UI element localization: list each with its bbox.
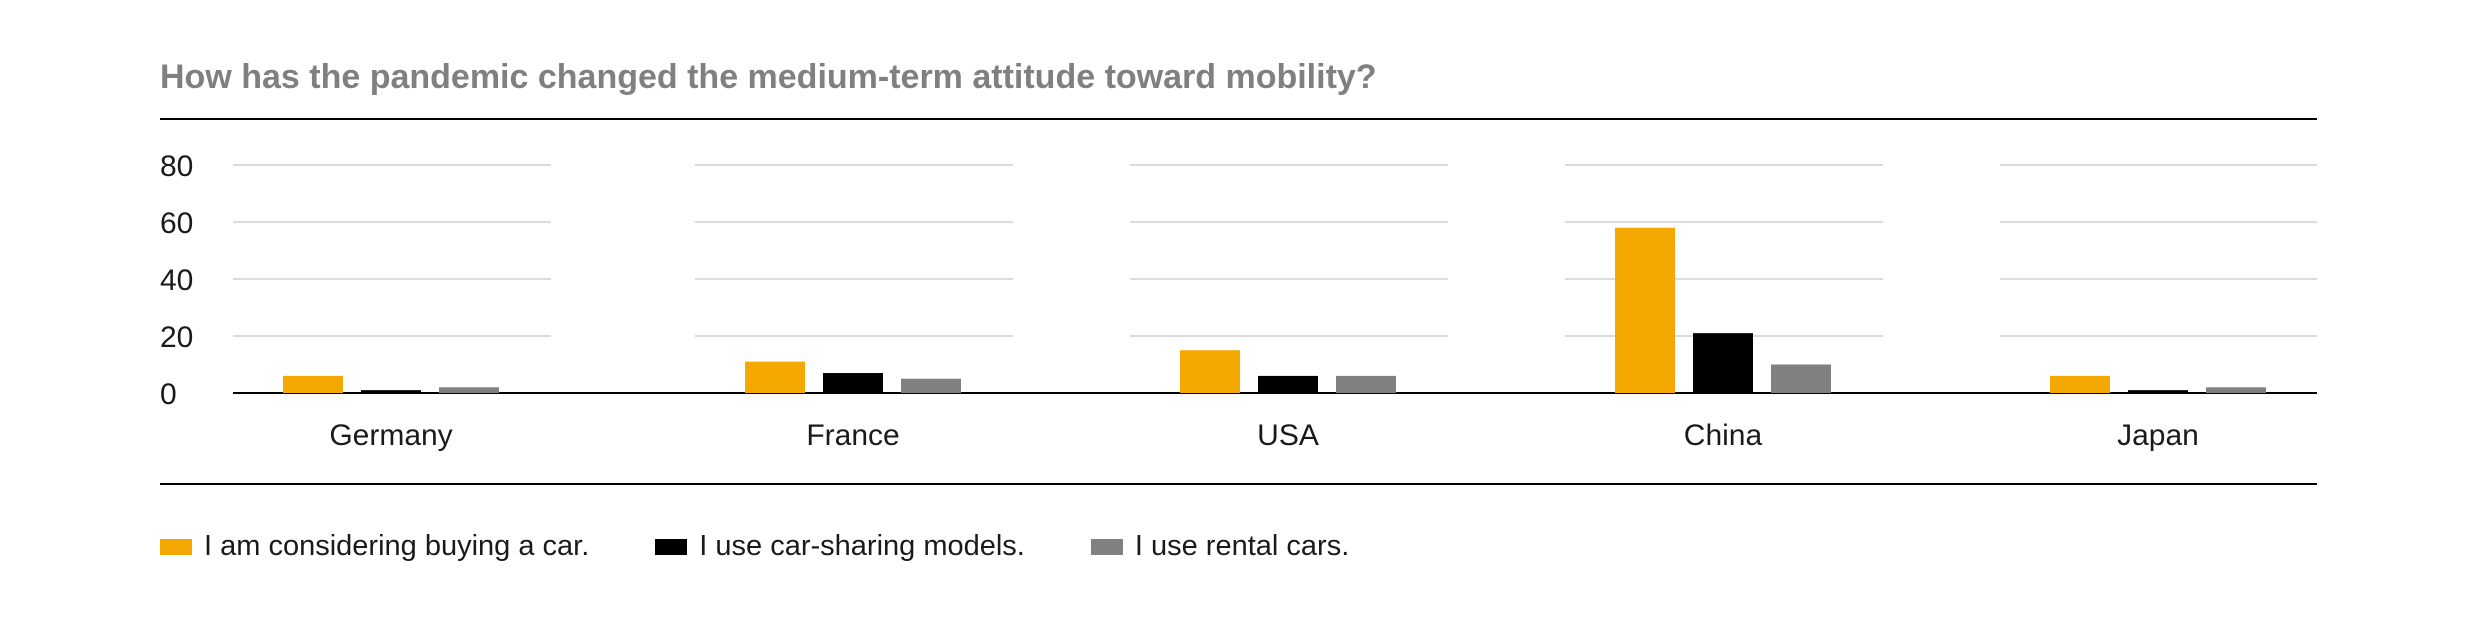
y-tick-label: 20 bbox=[160, 321, 193, 354]
y-tick-label: 80 bbox=[160, 150, 193, 183]
legend-label-buy-car: I am considering buying a car. bbox=[204, 530, 590, 562]
x-tick-label: Germany bbox=[329, 419, 452, 452]
x-tick-label: France bbox=[806, 419, 899, 452]
y-tick-label: 60 bbox=[160, 207, 193, 240]
bar-usa-series-3 bbox=[1336, 375, 1396, 393]
y-axis-ticks: 0 20 40 60 80 bbox=[160, 150, 193, 411]
legend-label-car-sharing: I use car-sharing models. bbox=[699, 530, 1025, 562]
grid-lines bbox=[233, 164, 2317, 394]
legend-swatch-buy-car bbox=[160, 538, 192, 555]
y-tick-label: 0 bbox=[160, 378, 177, 411]
x-tick-label: USA bbox=[1257, 419, 1319, 452]
bar-china-series-2 bbox=[1693, 333, 1753, 393]
bar-china-series-1 bbox=[1615, 227, 1675, 393]
bar-germany-series-1 bbox=[283, 375, 343, 393]
bar-germany-series-2 bbox=[361, 390, 421, 393]
bar-germany-series-3 bbox=[439, 387, 499, 393]
x-tick-label: China bbox=[1684, 419, 1763, 452]
legend-swatch-rental-cars bbox=[1090, 538, 1123, 555]
legend-item-car-sharing: I use car-sharing models. bbox=[655, 530, 1025, 563]
bar-japan-series-1 bbox=[2050, 375, 2110, 393]
y-tick-label: 40 bbox=[160, 264, 193, 297]
legend-item-rental-cars: I use rental cars. bbox=[1090, 530, 1350, 563]
x-tick-label: Japan bbox=[2117, 419, 2199, 452]
bar-japan-series-2 bbox=[2128, 390, 2188, 393]
legend-swatch-car-sharing bbox=[655, 538, 688, 555]
bar-usa-series-1 bbox=[1180, 350, 1240, 393]
bar-usa-series-2 bbox=[1258, 375, 1318, 393]
bar-france-series-2 bbox=[823, 373, 883, 393]
bars bbox=[283, 227, 2266, 393]
chart-title: How has the pandemic changed the medium-… bbox=[160, 58, 1377, 96]
bar-china-series-3 bbox=[1771, 364, 1831, 393]
bar-france-series-3 bbox=[901, 378, 961, 393]
bar-france-series-1 bbox=[745, 361, 805, 393]
legend: I am considering buying a car. I use car… bbox=[160, 530, 1415, 563]
legend-label-rental-cars: I use rental cars. bbox=[1134, 530, 1350, 562]
category-labels: Germany France USA China Japan bbox=[329, 419, 2199, 452]
legend-item-buy-car: I am considering buying a car. bbox=[160, 530, 589, 563]
bar-japan-series-3 bbox=[2206, 387, 2266, 393]
